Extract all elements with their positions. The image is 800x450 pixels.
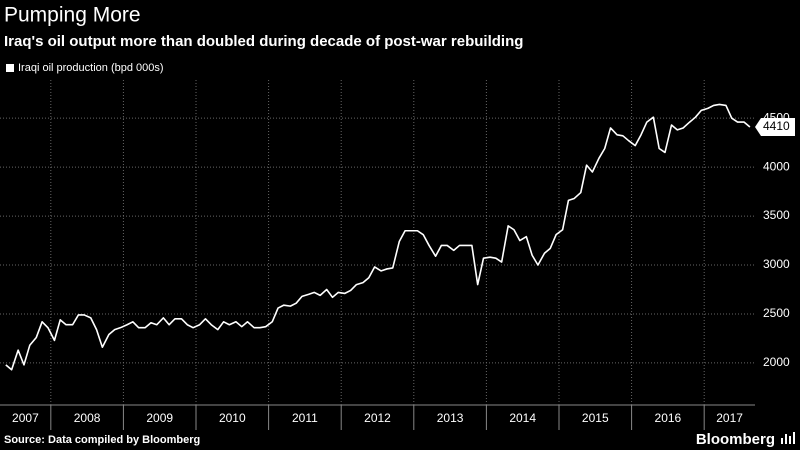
source: Source: Data compiled by Bloomberg [4,434,200,446]
x-band-label: 2012 [364,411,391,425]
x-band-label: 2016 [655,411,682,425]
x-band-label: 2017 [716,411,743,425]
y-tick-label: 2000 [763,355,790,369]
chart-subtitle: Iraq's oil output more than doubled duri… [4,33,523,50]
last-value-label: 4410 [763,119,790,133]
legend-swatch [6,64,14,72]
x-band-label: 2013 [437,411,464,425]
chart-title: Pumping More [4,4,141,27]
x-band-label: 2007 [12,411,39,425]
y-tick-label: 3500 [763,208,790,222]
y-tick-label: 2500 [763,306,790,320]
x-band-label: 2015 [582,411,609,425]
x-band-label: 2009 [146,411,173,425]
legend-label: Iraqi oil production (bpd 000s) [18,62,164,74]
x-band-label: 2008 [74,411,101,425]
x-band-label: 2011 [292,411,318,425]
x-band-label: 2014 [509,411,536,425]
brand: Bloomberg [696,431,775,448]
brand-icon [781,432,795,444]
callout-box [755,117,795,136]
x-band-label: 2010 [219,411,246,425]
line [5,103,751,371]
y-tick-label: 3000 [763,257,790,271]
y-tick-label: 4000 [763,159,790,173]
